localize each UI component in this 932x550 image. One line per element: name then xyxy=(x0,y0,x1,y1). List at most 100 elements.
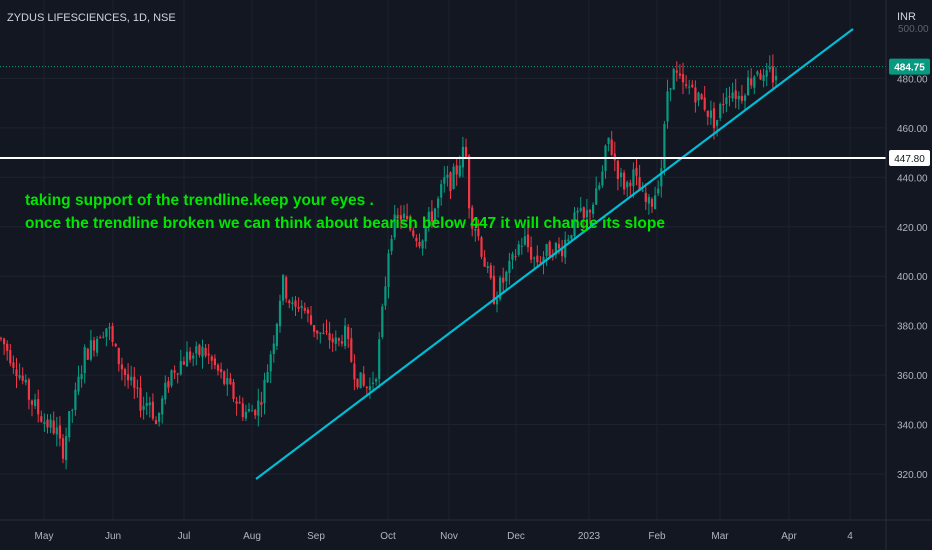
candle-body xyxy=(440,184,443,198)
candle-body xyxy=(9,350,12,364)
candle-body xyxy=(613,153,616,161)
candle-body xyxy=(167,381,170,388)
candle-body xyxy=(316,330,319,334)
candle-body xyxy=(337,338,340,341)
candle-body xyxy=(446,174,449,178)
candle-body xyxy=(365,386,368,388)
candle-body xyxy=(483,257,486,267)
candle-body xyxy=(728,96,731,98)
candle-body xyxy=(145,402,148,406)
candle-body xyxy=(430,211,433,222)
candle-body xyxy=(669,88,672,90)
candle-body xyxy=(189,351,192,360)
candle-body xyxy=(427,212,430,226)
candle-body xyxy=(533,257,536,259)
x-tick-label: 2023 xyxy=(578,531,601,542)
candle-body xyxy=(750,78,753,86)
candle-body xyxy=(564,239,567,258)
chart-title: ZYDUS LIFESCIENCES, 1D, NSE xyxy=(7,12,176,24)
candle-body xyxy=(570,235,573,239)
candle-body xyxy=(148,402,151,406)
x-tick-label: Feb xyxy=(648,531,666,542)
candle-body xyxy=(49,419,52,428)
candle-body xyxy=(508,260,511,273)
candle-body xyxy=(176,373,179,375)
last-price-label: 484.75 xyxy=(894,63,925,74)
candle-body xyxy=(161,398,164,415)
candle-body xyxy=(151,401,154,419)
price-badges: 484.75 447.80 xyxy=(889,58,930,167)
candle-body xyxy=(539,261,542,263)
candle-body xyxy=(192,355,195,359)
candle-body xyxy=(393,214,396,238)
candle-body xyxy=(452,166,455,189)
candle-body xyxy=(325,330,328,333)
candle-body xyxy=(734,90,737,99)
candle-body xyxy=(384,286,387,306)
candle-body xyxy=(412,230,415,237)
candle-body xyxy=(433,208,437,223)
candle-body xyxy=(561,249,564,257)
candle-body xyxy=(402,213,406,219)
x-tick-label: Jul xyxy=(178,531,191,542)
candle-body xyxy=(179,360,182,375)
candle-body xyxy=(114,343,117,347)
level-price-badge xyxy=(889,150,930,167)
level-price-label: 447.80 xyxy=(894,154,925,165)
candle-body xyxy=(204,347,207,356)
candle-body xyxy=(71,409,74,411)
candle-body xyxy=(350,338,353,362)
candle-body xyxy=(127,374,130,381)
candle-body xyxy=(672,68,675,90)
candle-body xyxy=(133,376,136,388)
annotation-line-1: taking support of the trendline.keep you… xyxy=(25,192,374,209)
candle-body xyxy=(61,438,65,459)
candle-body xyxy=(517,244,520,255)
candle-body xyxy=(663,124,666,169)
candle-body xyxy=(719,104,722,119)
candle-body xyxy=(229,378,232,384)
candle-body xyxy=(294,300,297,307)
candle-body xyxy=(74,389,77,410)
candle-body xyxy=(185,351,189,367)
candle-body xyxy=(24,379,27,383)
annotation-line-2: once the trendline broken we can think a… xyxy=(25,215,665,232)
last-price-badge xyxy=(889,58,930,75)
x-tick-label: Jun xyxy=(105,531,121,542)
candle-body xyxy=(619,172,623,178)
candle-body xyxy=(731,92,734,99)
candle-body xyxy=(232,382,235,400)
candle-body xyxy=(641,190,644,192)
y-axis: 320.00 340.00 360.00 380.00 400.00 420.00 440.… xyxy=(897,74,928,481)
candle-body xyxy=(700,94,703,100)
candle-body xyxy=(220,369,223,372)
candle-body xyxy=(99,337,102,339)
candle-body xyxy=(706,110,709,117)
candle-body xyxy=(182,361,185,365)
candle-body xyxy=(244,411,247,419)
y-tick-label: 380.00 xyxy=(897,322,928,333)
candle-body xyxy=(313,325,316,332)
candle-body xyxy=(378,339,381,379)
candle-body xyxy=(96,338,99,353)
candle-body xyxy=(737,95,740,100)
candle-body xyxy=(254,409,257,416)
candle-body xyxy=(58,425,61,439)
candle-body xyxy=(409,219,412,230)
candle-body xyxy=(753,76,756,88)
candle-body xyxy=(291,302,294,305)
candle-body xyxy=(164,382,167,400)
candle-body xyxy=(421,240,424,249)
candle-body xyxy=(458,165,461,177)
candle-body xyxy=(117,347,120,365)
candle-body xyxy=(681,74,685,83)
candle-body xyxy=(40,416,43,422)
candle-body xyxy=(108,327,111,329)
candle-body xyxy=(21,375,24,381)
candle-body xyxy=(576,210,579,213)
candle-body xyxy=(480,237,483,257)
y-tick-label: 340.00 xyxy=(897,421,928,432)
candle-body xyxy=(595,188,598,205)
candle-body xyxy=(592,204,595,214)
